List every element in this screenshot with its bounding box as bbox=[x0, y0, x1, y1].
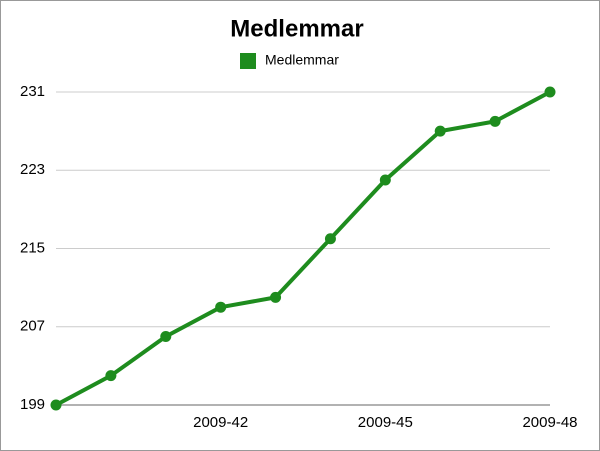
point bbox=[270, 291, 282, 303]
point bbox=[434, 125, 446, 137]
point bbox=[50, 399, 62, 411]
line bbox=[55, 90, 551, 407]
x-tick-label: 2009-42 bbox=[193, 414, 248, 431]
point bbox=[215, 301, 227, 313]
point bbox=[160, 331, 172, 343]
legend-label: Medlemmar bbox=[265, 52, 339, 68]
chart-title: Medlemmar bbox=[230, 15, 363, 42]
point bbox=[489, 115, 501, 127]
x-tick-label: 2009-48 bbox=[522, 414, 577, 431]
x-tick-label: 2009-45 bbox=[358, 414, 413, 431]
point bbox=[105, 370, 117, 382]
point bbox=[544, 86, 556, 98]
y-tick-label: 199 bbox=[20, 396, 45, 413]
point bbox=[379, 174, 391, 186]
y-tick-label: 223 bbox=[20, 161, 45, 178]
y-tick-label: 215 bbox=[20, 239, 45, 256]
y-tick-label: 231 bbox=[20, 83, 45, 100]
point bbox=[324, 233, 336, 245]
y-tick-label: 207 bbox=[20, 318, 45, 335]
legend-swatch bbox=[240, 53, 256, 69]
